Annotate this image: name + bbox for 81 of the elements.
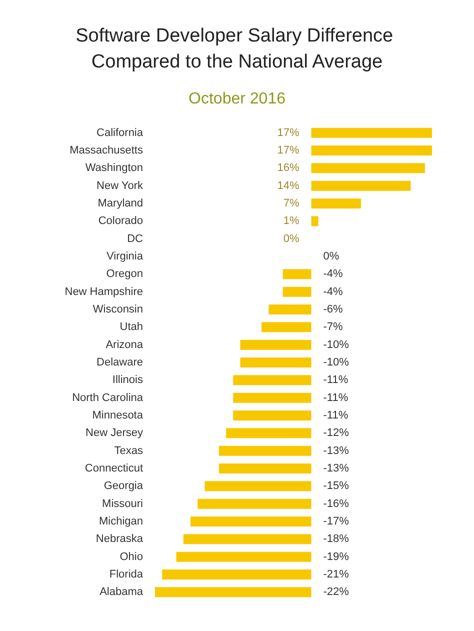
data-label: -6% [323,304,344,316]
bar [311,128,432,138]
data-label: -16% [323,498,350,510]
y-tick-label: Florida [109,568,144,580]
bar [226,428,312,438]
bar [311,163,425,174]
y-tick-label: North Carolina [72,392,144,404]
data-label: 0% [283,232,300,245]
y-tick-label: Nebraska [96,533,144,546]
y-tick-label: Arizona [106,338,144,351]
y-tick-label: Michigan [98,516,143,528]
y-tick-label: Wisconsin [92,304,143,316]
y-tick-label: New York [96,180,144,192]
bar [282,269,312,280]
bar [204,481,312,492]
data-label: -4% [323,286,344,298]
y-tick-label: Georgia [104,480,144,492]
data-label: -11% [323,410,348,422]
bar [262,322,312,332]
y-tick-label: Virginia [106,250,144,262]
data-label: -19% [323,550,350,563]
y-tick-label: Missouri [102,498,143,510]
data-label: -13% [323,462,350,474]
data-label: -11% [323,392,348,404]
bar [218,464,312,474]
bar [218,446,312,456]
y-tick-label: Oregon [106,268,143,280]
data-label: 0% [323,250,340,262]
data-label: -18% [323,533,350,546]
data-label: -4% [323,268,344,280]
data-label: 1% [283,215,300,228]
y-tick-label: Texas [114,444,144,457]
data-label: -7% [323,321,344,334]
data-label: 16% [277,162,300,174]
y-tick-label: Utah [120,321,143,334]
data-label: 17% [277,144,300,156]
bar [190,516,312,526]
bar [233,410,312,420]
bar [233,375,312,386]
bar [162,570,312,580]
y-tick-label: Delaware [96,356,143,368]
y-tick-label: Alabama [100,586,144,598]
data-label: -15% [323,480,350,492]
bar [240,340,312,350]
y-tick-label: California [96,126,144,139]
data-label: 14% [277,180,300,192]
data-label: 17% [277,126,300,139]
bar [311,146,432,156]
y-tick-label: Maryland [98,198,143,210]
data-label: -13% [323,444,350,457]
bar [268,304,312,314]
chart-subtitle: October 2016 [188,90,286,108]
bar [183,534,312,544]
y-tick-label: Washington [85,162,143,174]
y-tick-label: Massachusetts [70,144,144,156]
y-tick-label: Illinois [112,374,144,386]
data-label: 7% [283,198,300,210]
bar [155,587,312,598]
bar [311,198,361,208]
data-label: -17% [323,516,350,528]
data-label: -22% [323,586,350,598]
bar [198,498,312,509]
bar [282,286,312,297]
data-label: -10% [323,356,350,368]
bar [176,552,312,562]
y-tick-label: DC [127,232,144,245]
y-tick-label: Minnesota [92,410,144,422]
data-label: -12% [323,427,350,440]
bar [311,180,411,191]
data-label: -21% [323,568,350,580]
data-label: -10% [323,338,350,351]
bar [233,392,312,403]
y-tick-label: Connecticut [84,462,143,474]
data-label: -11% [323,374,348,386]
bar [240,358,312,368]
y-tick-label: New Jersey [86,427,144,440]
y-tick-label: Ohio [120,550,143,563]
y-tick-label: Colorado [98,215,143,228]
chart-title: Software Developer Salary Difference Compared to the National Average [76,26,398,72]
bar [311,216,318,226]
y-tick-label: New Hampshire [64,286,143,298]
